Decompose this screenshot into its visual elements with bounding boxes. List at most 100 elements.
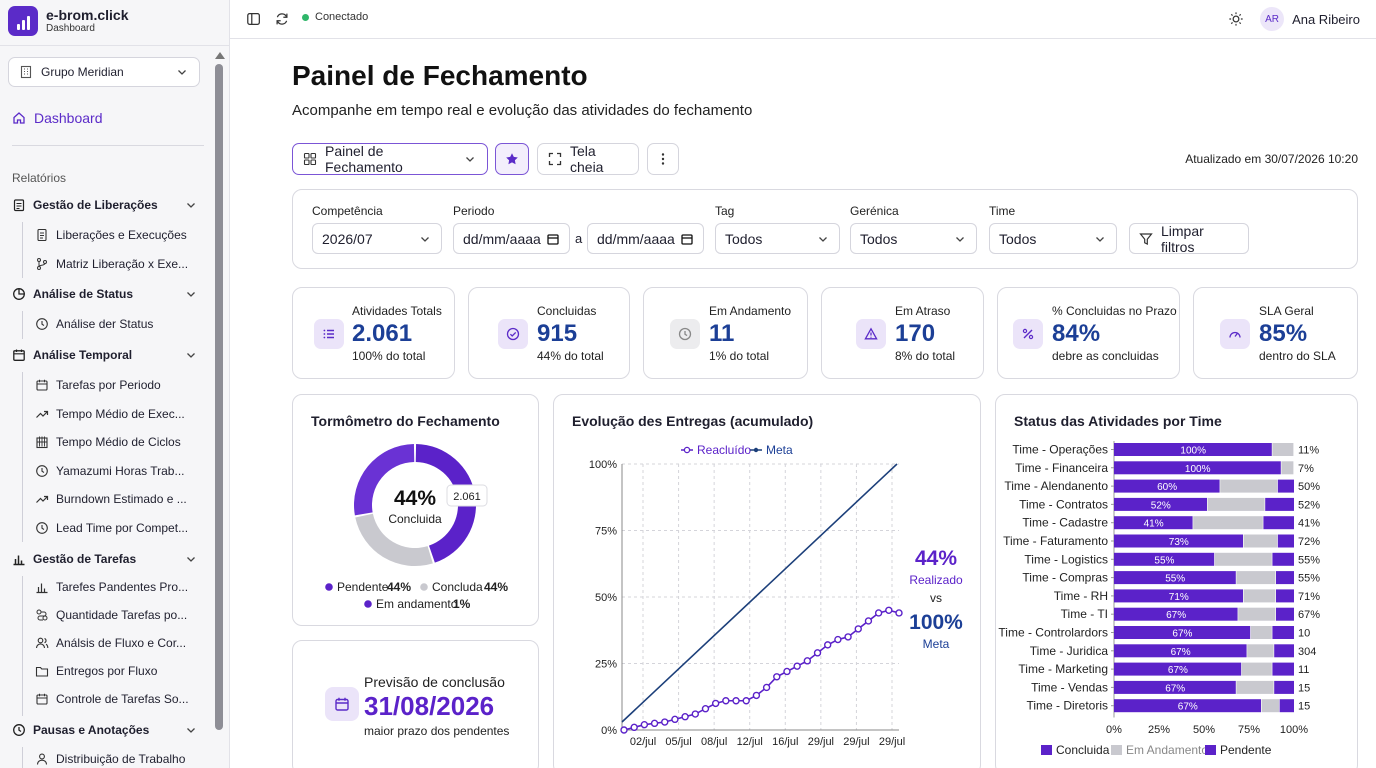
clear-filters-button[interactable]: Limpar filtros: [1129, 223, 1249, 255]
favorite-button[interactable]: [495, 143, 529, 175]
realizado-point[interactable]: [711, 699, 720, 708]
realizado-point[interactable]: [793, 662, 801, 670]
bar-segment-pendente[interactable]: [1272, 552, 1294, 566]
sidebar-item-analise-status[interactable]: Análise der Status: [35, 317, 205, 331]
realizado-point[interactable]: [732, 697, 740, 705]
fullscreen-button[interactable]: Tela cheia: [537, 143, 639, 175]
realizado-point[interactable]: [722, 697, 730, 705]
realizado-point[interactable]: [691, 710, 699, 718]
bar-segment-pendente[interactable]: [1277, 534, 1294, 548]
bar-segment-concluida[interactable]: [1114, 461, 1281, 475]
sidebar-item-analise-fluxo[interactable]: Análsis de Fluxo e Cor...: [35, 636, 205, 650]
sidebar-item-entregas-fluxo[interactable]: Entregos por Fluxo: [35, 664, 205, 678]
bar-segment-concluida[interactable]: [1114, 589, 1243, 603]
realizado-point[interactable]: [762, 683, 771, 692]
realizado-point[interactable]: [874, 609, 883, 617]
realizado-point[interactable]: [742, 697, 750, 705]
bar-segment-em-andamento[interactable]: [1247, 644, 1274, 658]
realizado-point[interactable]: [681, 713, 689, 721]
sidebar-item-dashboard[interactable]: Dashboard: [12, 110, 103, 126]
realizado-point[interactable]: [630, 723, 638, 732]
group-select[interactable]: Grupo Meridian: [8, 57, 200, 87]
bar-segment-em-andamento[interactable]: [1243, 534, 1278, 548]
sidebar-item-controle-tarefas[interactable]: Controle de Tarefas So...: [35, 692, 205, 706]
bar-segment-concluida[interactable]: [1114, 571, 1236, 585]
bar-segment-em-andamento[interactable]: [1241, 662, 1272, 676]
bar-segment-concluida[interactable]: [1114, 626, 1251, 639]
bar-segment-em-andamento[interactable]: [1238, 607, 1276, 621]
bar-segment-concluida[interactable]: [1114, 644, 1247, 658]
bar-segment-concluida[interactable]: [1114, 662, 1242, 676]
realizado-point[interactable]: [803, 657, 812, 665]
bar-segment-pendente[interactable]: [1263, 516, 1294, 530]
sidebar-section-tarefas[interactable]: Gestão de Tarefas: [12, 552, 198, 566]
realizado-point[interactable]: [752, 691, 761, 700]
bar-segment-em-andamento[interactable]: [1207, 497, 1265, 511]
bar-segment-em-andamento[interactable]: [1220, 479, 1278, 493]
sidebar-item-burndown[interactable]: Burndown Estimado e ...: [35, 492, 205, 506]
sidebar-item-tempo-execucao[interactable]: Tempo Médio de Exec...: [35, 407, 205, 421]
sidebar-section-status[interactable]: Análise de Status: [12, 287, 198, 301]
bar-segment-concluida[interactable]: [1114, 607, 1238, 621]
realizado-point[interactable]: [773, 673, 781, 681]
bar-segment-em-andamento[interactable]: [1236, 680, 1274, 694]
realizado-point[interactable]: [640, 720, 649, 729]
bar-segment-pendente[interactable]: [1277, 479, 1294, 493]
bar-segment-pendente[interactable]: [1265, 497, 1294, 511]
gerencia-select[interactable]: Todos: [850, 223, 977, 254]
bar-segment-pendente[interactable]: [1276, 571, 1294, 585]
realizado-point[interactable]: [783, 667, 791, 676]
calendar-icon[interactable]: [680, 232, 694, 246]
bar-segment-concluida[interactable]: [1114, 497, 1207, 511]
sidebar-item-tarefas-periodo[interactable]: Tarefas por Periodo: [35, 378, 205, 392]
sidebar-section-temporal[interactable]: Análise Temporal: [12, 348, 198, 362]
periodo-to-input[interactable]: dd/mm/aaaa: [587, 223, 704, 254]
bar-segment-pendente[interactable]: [1272, 626, 1294, 639]
gauge-slice-2[interactable]: [354, 444, 415, 516]
calendar-icon[interactable]: [546, 232, 560, 246]
sidebar-item-quantidade-tarefas[interactable]: Quantidade Tarefas po...: [35, 608, 205, 622]
sidebar-section-liberacoes[interactable]: Gestão de Liberações: [12, 198, 198, 212]
refresh-icon[interactable]: [273, 10, 291, 28]
time-select[interactable]: Todos: [989, 223, 1117, 254]
sidebar-item-distribuicao-trabalho[interactable]: Distribuição de Trabalho: [35, 752, 205, 766]
bar-segment-em-andamento[interactable]: [1214, 552, 1272, 566]
competencia-select[interactable]: 2026/07: [312, 223, 442, 254]
sidebar-item-tempo-ciclos[interactable]: Tempo Médio de Ciclos: [35, 435, 205, 449]
bar-segment-pendente[interactable]: [1276, 589, 1294, 603]
bar-segment-em-andamento[interactable]: [1193, 516, 1263, 530]
bar-segment-pendente[interactable]: [1279, 699, 1294, 713]
sidebar-item-matriz-liberacao[interactable]: Matriz Liberação x Exe...: [35, 257, 205, 271]
gauge-slice-1[interactable]: [355, 513, 433, 566]
bar-segment-concluida[interactable]: [1114, 443, 1272, 456]
realizado-point[interactable]: [864, 617, 873, 625]
bar-segment-pendente[interactable]: [1274, 644, 1294, 658]
bar-segment-em-andamento[interactable]: [1272, 443, 1294, 456]
bar-segment-concluida[interactable]: [1114, 534, 1243, 548]
realizado-point[interactable]: [661, 718, 669, 726]
user-menu[interactable]: AR Ana Ribeiro: [1260, 7, 1360, 31]
more-options-button[interactable]: [647, 143, 679, 175]
theme-toggle-icon[interactable]: [1227, 10, 1245, 28]
tag-select[interactable]: Todos: [715, 223, 840, 254]
realizado-point[interactable]: [844, 633, 852, 641]
sidebar-section-pausas[interactable]: Pausas e Anotações: [12, 723, 198, 737]
bar-segment-concluida[interactable]: [1114, 699, 1261, 713]
scroll-up-icon[interactable]: [215, 52, 225, 59]
bar-segment-em-andamento[interactable]: [1236, 571, 1276, 585]
realizado-point[interactable]: [813, 649, 822, 657]
sidebar-item-liberacoes-execucoes[interactable]: Liberações e Execuções: [35, 228, 205, 242]
bar-segment-pendente[interactable]: [1276, 607, 1294, 621]
bar-segment-concluida[interactable]: [1114, 516, 1193, 530]
sidebar-toggle-icon[interactable]: [245, 10, 263, 28]
bar-segment-concluida[interactable]: [1114, 479, 1220, 493]
realizado-point[interactable]: [671, 715, 679, 724]
bar-segment-concluida[interactable]: [1114, 552, 1215, 566]
gauge-slice-0[interactable]: [415, 444, 476, 563]
bar-segment-pendente[interactable]: [1272, 662, 1294, 676]
realizado-point[interactable]: [824, 641, 832, 649]
realizado-point[interactable]: [834, 635, 842, 644]
brand[interactable]: e-brom.click Dashboard: [8, 6, 128, 36]
realizado-point[interactable]: [885, 606, 893, 615]
sidebar-item-lead-time[interactable]: Lead Time por Compet...: [35, 521, 205, 535]
